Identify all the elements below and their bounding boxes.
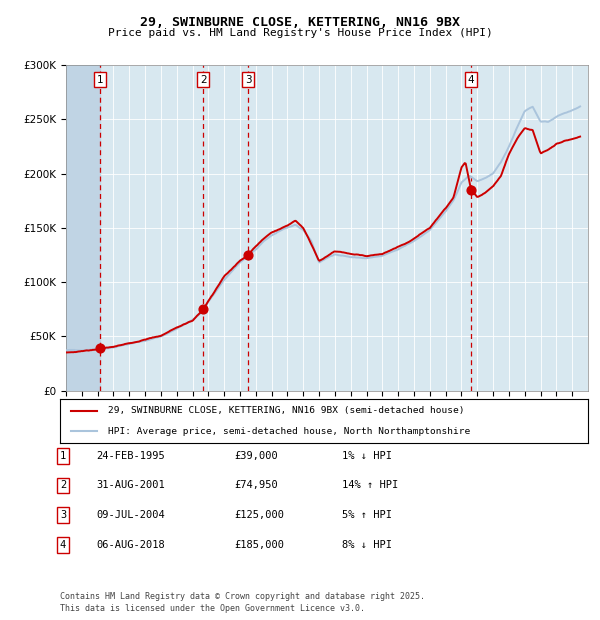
Text: 06-AUG-2018: 06-AUG-2018	[96, 540, 165, 550]
Text: 5% ↑ HPI: 5% ↑ HPI	[342, 510, 392, 520]
Text: £185,000: £185,000	[234, 540, 284, 550]
Text: 24-FEB-1995: 24-FEB-1995	[96, 451, 165, 461]
Text: 29, SWINBURNE CLOSE, KETTERING, NN16 9BX (semi-detached house): 29, SWINBURNE CLOSE, KETTERING, NN16 9BX…	[107, 406, 464, 415]
Text: Contains HM Land Registry data © Crown copyright and database right 2025.: Contains HM Land Registry data © Crown c…	[60, 592, 425, 601]
Point	[95, 343, 105, 353]
Text: 09-JUL-2004: 09-JUL-2004	[96, 510, 165, 520]
Text: 3: 3	[60, 510, 66, 520]
Text: 14% ↑ HPI: 14% ↑ HPI	[342, 480, 398, 490]
Text: 8% ↓ HPI: 8% ↓ HPI	[342, 540, 392, 550]
Point	[198, 304, 208, 314]
Text: £39,000: £39,000	[234, 451, 278, 461]
Text: This data is licensed under the Open Government Licence v3.0.: This data is licensed under the Open Gov…	[60, 604, 365, 613]
Text: 4: 4	[467, 75, 474, 85]
Text: £74,950: £74,950	[234, 480, 278, 490]
Text: 31-AUG-2001: 31-AUG-2001	[96, 480, 165, 490]
Text: HPI: Average price, semi-detached house, North Northamptonshire: HPI: Average price, semi-detached house,…	[107, 427, 470, 436]
Text: 2: 2	[60, 480, 66, 490]
Text: 3: 3	[245, 75, 251, 85]
Text: 4: 4	[60, 540, 66, 550]
Bar	[66, 65, 100, 391]
Point	[466, 185, 476, 195]
Point	[244, 250, 253, 260]
Text: 1: 1	[60, 451, 66, 461]
Text: 1% ↓ HPI: 1% ↓ HPI	[342, 451, 392, 461]
Bar	[66, 65, 100, 391]
Text: 2: 2	[200, 75, 206, 85]
Text: 1: 1	[97, 75, 103, 85]
Text: Price paid vs. HM Land Registry's House Price Index (HPI): Price paid vs. HM Land Registry's House …	[107, 28, 493, 38]
Text: 29, SWINBURNE CLOSE, KETTERING, NN16 9BX: 29, SWINBURNE CLOSE, KETTERING, NN16 9BX	[140, 16, 460, 29]
Text: £125,000: £125,000	[234, 510, 284, 520]
